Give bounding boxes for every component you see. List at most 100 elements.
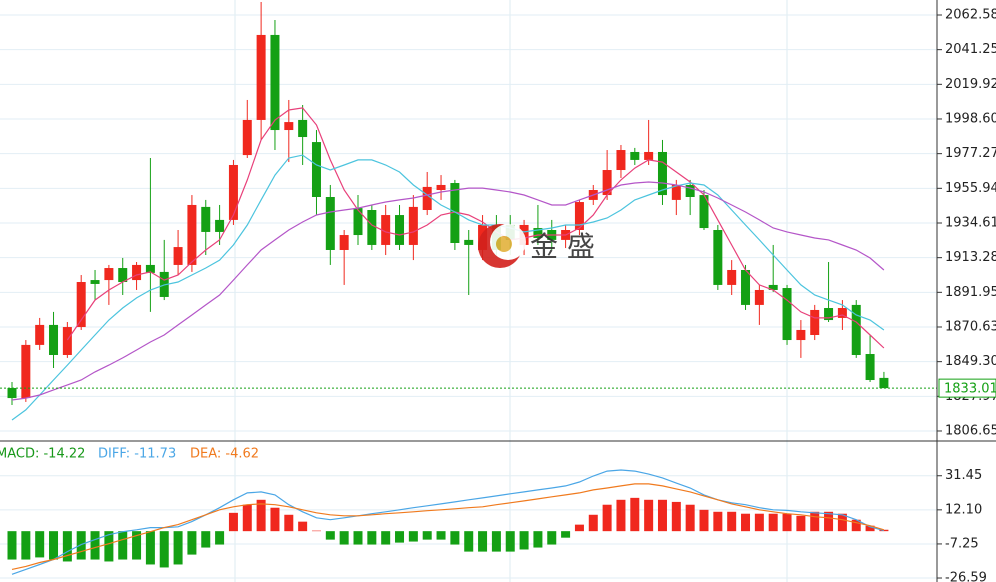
macd-bar [436, 531, 446, 540]
macd-line [11, 483, 885, 570]
candle-body [602, 170, 612, 196]
candle-body [201, 206, 211, 232]
candle-body [644, 151, 654, 160]
macd-bar [478, 531, 488, 552]
y-tick-label: -26.59 [945, 571, 987, 582]
moving-average [11, 181, 885, 401]
macd-bar [284, 514, 294, 532]
legend-entry: DIFF: -11.73 [98, 447, 176, 462]
macd-bar [132, 531, 142, 560]
macd-bar [7, 531, 17, 560]
y-tick-label: 1998.60 [945, 111, 996, 126]
y-tick-label: 1891.95 [945, 285, 996, 300]
macd-bar [49, 531, 59, 560]
candle-body [311, 142, 321, 198]
macd-bar [215, 531, 225, 545]
candle-body [76, 282, 86, 328]
macd-bar [574, 524, 584, 532]
candle-body [215, 219, 225, 232]
candle-body [796, 329, 806, 341]
macd-bar [242, 504, 252, 532]
candle-body [768, 284, 778, 290]
macd-bar [865, 525, 875, 532]
macd-bar [505, 531, 515, 552]
y-tick-label: 31.45 [945, 468, 982, 483]
macd-bar [298, 521, 308, 532]
candle-body [450, 183, 460, 243]
candle-body [173, 247, 183, 265]
candle-body [256, 34, 266, 120]
y-tick-label: 1806.65 [945, 423, 996, 438]
candle-body [381, 215, 391, 245]
candle-body [422, 186, 432, 211]
candle-body [671, 184, 681, 200]
candle-body [408, 206, 418, 245]
y-tick-label: -7.25 [945, 536, 979, 551]
candle-body [325, 197, 335, 250]
macd-bar [851, 519, 861, 532]
candle-body [533, 228, 543, 238]
macd-bar [824, 511, 834, 532]
moving-average [11, 154, 885, 421]
y-tick-label: 1849.30 [945, 354, 996, 369]
macd-bar [588, 514, 598, 532]
macd-bar [491, 531, 501, 552]
macd-bar [90, 531, 100, 560]
candle-body [132, 264, 142, 281]
legend-entry: MACD: -14.22 [0, 447, 85, 462]
macd-bar [561, 531, 571, 538]
candle-body [284, 122, 294, 131]
logo [496, 236, 512, 252]
y-tick-label: 1955.94 [945, 181, 996, 196]
candle-body [741, 269, 751, 305]
macd-bar [602, 504, 612, 532]
macd-bar [699, 509, 709, 532]
candle-body [395, 215, 405, 245]
macd-bar [782, 513, 792, 532]
candle-body [754, 289, 764, 305]
y-tick-label: 1870.63 [945, 319, 996, 334]
candle-body [49, 324, 59, 355]
macd-bar [616, 499, 626, 532]
macd-bar [118, 531, 128, 560]
macd-bar [228, 512, 238, 532]
candle-body [35, 324, 45, 345]
macd-bar [754, 513, 764, 532]
candle-body [62, 327, 72, 355]
candle-body [436, 184, 446, 191]
macd-bar [256, 499, 266, 532]
y-tick-label: 2062.58 [945, 7, 996, 22]
candle-body [464, 239, 474, 245]
candle-body [851, 304, 861, 355]
candle-body [657, 151, 667, 196]
macd-bar [810, 511, 820, 532]
candle-body [824, 308, 834, 321]
macd-bar [353, 531, 363, 545]
watermark: 金 盛 [478, 224, 595, 268]
macd-bar [187, 531, 197, 555]
candle-body [837, 308, 847, 318]
candle-body [879, 377, 889, 389]
candle-body [616, 150, 626, 171]
macd-bar [104, 531, 114, 562]
candle-body [187, 204, 197, 265]
macd-bar [381, 531, 391, 545]
macd-bar [339, 531, 349, 545]
candle-body [699, 195, 709, 229]
candle-body [685, 184, 695, 198]
candle-body [145, 264, 155, 273]
candle-body [367, 210, 377, 245]
candle-body [339, 235, 349, 250]
last-price-box [938, 378, 996, 398]
candle-body [574, 202, 584, 230]
macd-bar [325, 531, 335, 540]
macd-bar [657, 499, 667, 532]
macd-bar [713, 511, 723, 532]
macd-bar [644, 499, 654, 532]
candle-body [810, 309, 820, 335]
macd-bar [727, 511, 737, 532]
legend-entry: DEA: -4.62 [190, 447, 259, 462]
candle-body [270, 34, 280, 131]
